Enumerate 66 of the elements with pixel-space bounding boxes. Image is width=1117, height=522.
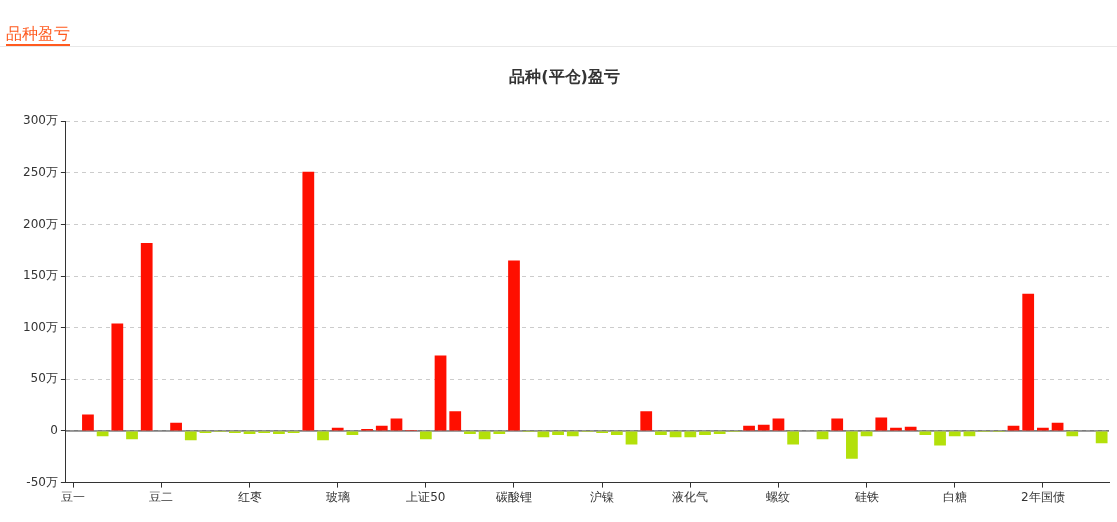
bar: [434, 355, 447, 431]
bar: [508, 260, 520, 431]
x-tick-label: 豆二: [149, 489, 174, 504]
x-tick-label: 红枣: [237, 489, 262, 504]
bar: [934, 431, 946, 446]
y-tick-label: 200万: [23, 216, 58, 231]
bar: [713, 431, 726, 435]
bar: [464, 431, 476, 435]
x-tick-label: 硅铁: [853, 489, 879, 504]
x-tick-label: 碳酸锂: [494, 489, 532, 504]
bar: [669, 431, 682, 438]
bar: [111, 323, 124, 431]
y-tick-label: 0: [50, 423, 58, 438]
y-tick-label: 300万: [23, 113, 58, 128]
bar: [610, 431, 623, 436]
bar: [273, 431, 285, 435]
chart-title: 品种(平仓)盈亏: [509, 66, 620, 86]
x-tick-label: 白糖: [942, 489, 967, 504]
bar: [493, 431, 506, 435]
bar: [1022, 293, 1035, 431]
bar: [655, 431, 667, 436]
bar: [96, 431, 109, 437]
bar: [537, 431, 550, 438]
bar: [625, 431, 638, 445]
y-tick-label: 250万: [23, 164, 58, 179]
bar: [419, 431, 432, 440]
x-tick-label: 2年国债: [1021, 489, 1065, 504]
x-tick-label: 玻璃: [325, 489, 350, 504]
bar: [82, 414, 94, 431]
x-tick-label: 液化气: [672, 489, 709, 504]
bar: [919, 431, 932, 436]
bar: [566, 431, 579, 437]
y-tick-label: 100万: [23, 319, 58, 334]
bar: [816, 431, 829, 440]
bar: [684, 431, 697, 438]
bar: [640, 411, 653, 431]
x-tick-label: 沪镍: [590, 489, 615, 504]
bar: [449, 411, 462, 431]
x-tick-label: 豆一: [61, 489, 86, 504]
bar: [831, 418, 844, 431]
bar: [140, 243, 153, 431]
bar: [1095, 431, 1108, 444]
bar: [699, 431, 711, 436]
y-tick-label: 50万: [30, 371, 58, 386]
bar: [243, 431, 256, 435]
y-tick-label: 150万: [23, 268, 58, 283]
bar: [948, 431, 961, 437]
bar: [302, 171, 315, 431]
bar: [346, 431, 359, 436]
bar: [126, 431, 138, 440]
bar: [1066, 431, 1079, 437]
bar: [787, 431, 800, 445]
bar: [846, 431, 858, 459]
text: 品种盈亏: [6, 24, 70, 46]
bar: [317, 431, 329, 441]
bar: [170, 422, 182, 431]
x-tick-label: 螺纹: [766, 489, 791, 504]
bar: [478, 431, 491, 440]
bar: [860, 431, 873, 437]
bar: [184, 431, 197, 441]
bar: [875, 417, 888, 431]
x-tick-label: 上证50: [406, 489, 446, 504]
bar: [757, 424, 770, 431]
bar: [963, 431, 976, 437]
y-tick-label: -50万: [26, 474, 58, 489]
bar: [552, 431, 564, 436]
